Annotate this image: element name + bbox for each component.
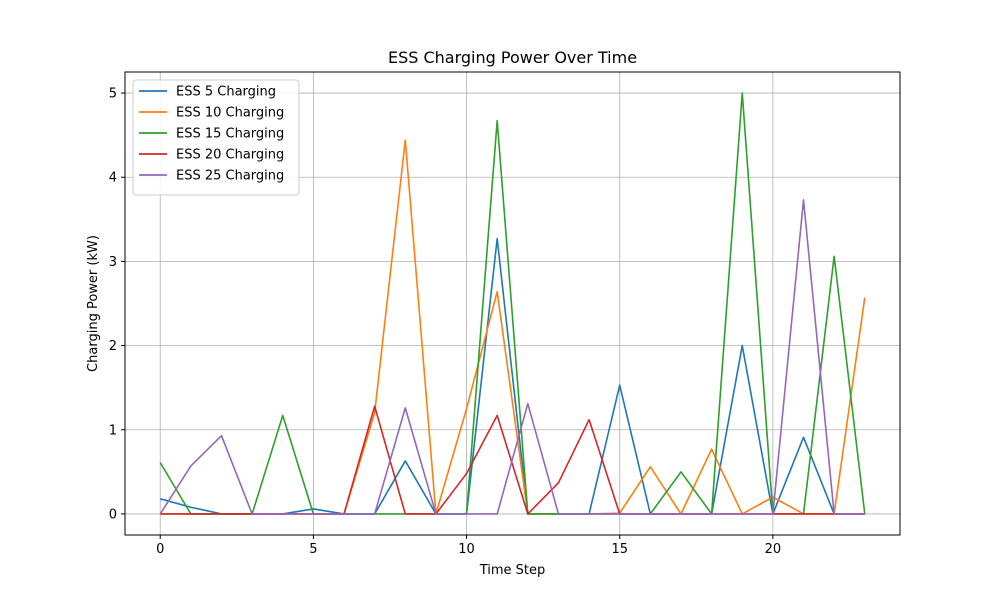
y-axis-label: Charging Power (kW) xyxy=(86,235,101,372)
series-line-3 xyxy=(159,92,866,515)
legend-label: ESS 5 Charging xyxy=(176,85,276,100)
legend-box xyxy=(132,79,300,196)
x-tick-label: 0 xyxy=(156,542,164,557)
legend-label: ESS 15 Charging xyxy=(176,127,284,142)
ticks: 0 5 10 15 20 0 1 2 3 4 5 xyxy=(109,87,781,557)
legend-label: ESS 10 Charging xyxy=(176,106,284,121)
x-tick-label: 15 xyxy=(611,542,628,557)
series-line-5 xyxy=(159,199,865,515)
y-tick-label: 1 xyxy=(109,423,117,438)
x-tick-label: 5 xyxy=(309,542,317,557)
grid xyxy=(125,72,900,535)
chart-title: ESS Charging Power Over Time xyxy=(388,48,637,67)
legend-label: ESS 20 Charging xyxy=(176,148,284,163)
y-tick-label: 5 xyxy=(109,87,117,102)
series-lines xyxy=(159,92,866,515)
y-tick-label: 3 xyxy=(109,255,117,270)
plot-frame xyxy=(124,71,901,536)
y-tick-label: 4 xyxy=(109,171,117,186)
y-tick-label: 2 xyxy=(109,339,117,354)
y-tick-label: 0 xyxy=(109,507,117,522)
x-tick-label: 20 xyxy=(765,542,782,557)
legend: ESS 5 Charging ESS 10 Charging ESS 15 Char… xyxy=(132,79,300,196)
legend-label: ESS 25 Charging xyxy=(176,169,284,184)
x-tick-label: 10 xyxy=(458,542,475,557)
x-axis-label: Time Step xyxy=(479,563,546,578)
